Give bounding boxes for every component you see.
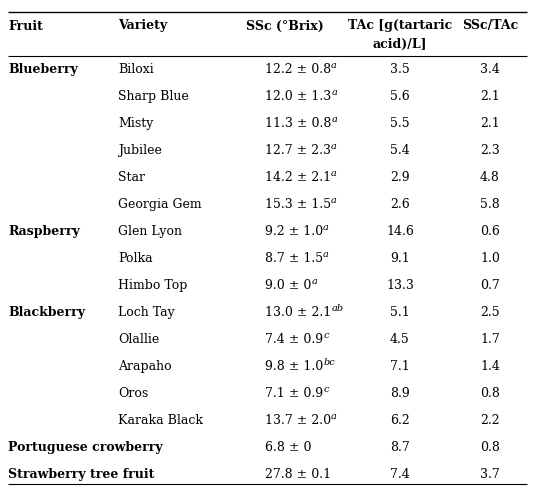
Text: Biloxi: Biloxi — [118, 63, 154, 76]
Text: 0.8: 0.8 — [480, 387, 500, 400]
Text: Arapaho: Arapaho — [118, 360, 172, 373]
Text: 3.5: 3.5 — [390, 63, 410, 76]
Text: a: a — [331, 412, 337, 421]
Text: 5.8: 5.8 — [480, 198, 500, 211]
Text: Georgia Gem: Georgia Gem — [118, 198, 202, 211]
Text: a: a — [331, 88, 337, 97]
Text: 6.2: 6.2 — [390, 414, 410, 427]
Text: Blueberry: Blueberry — [8, 63, 78, 76]
Text: 8.9: 8.9 — [390, 387, 410, 400]
Text: TAc [g(tartaric: TAc [g(tartaric — [348, 20, 452, 32]
Text: 7.1 ± 0.9: 7.1 ± 0.9 — [265, 387, 323, 400]
Text: Jubilee: Jubilee — [118, 144, 162, 157]
Text: 13.3: 13.3 — [386, 279, 414, 292]
Text: Variety: Variety — [118, 20, 167, 32]
Text: Oros: Oros — [118, 387, 148, 400]
Text: 8.7: 8.7 — [390, 441, 410, 454]
Text: Portuguese crowberry: Portuguese crowberry — [8, 441, 163, 454]
Text: 5.6: 5.6 — [390, 90, 410, 103]
Text: 5.5: 5.5 — [390, 117, 410, 130]
Text: 13.7 ± 2.0: 13.7 ± 2.0 — [265, 414, 331, 427]
Text: Blackberry: Blackberry — [8, 306, 85, 319]
Text: c: c — [323, 385, 328, 394]
Text: 1.4: 1.4 — [480, 360, 500, 373]
Text: a: a — [331, 61, 337, 70]
Text: Star: Star — [118, 171, 145, 184]
Text: 7.4 ± 0.9: 7.4 ± 0.9 — [265, 333, 323, 346]
Text: a: a — [311, 277, 317, 286]
Text: 9.2 ± 1.0: 9.2 ± 1.0 — [265, 225, 323, 238]
Text: 2.9: 2.9 — [390, 171, 410, 184]
Text: Himbo Top: Himbo Top — [118, 279, 187, 292]
Text: 8.7 ± 1.5: 8.7 ± 1.5 — [265, 252, 323, 265]
Text: 5.4: 5.4 — [390, 144, 410, 157]
Text: 14.6: 14.6 — [386, 225, 414, 238]
Text: 2.3: 2.3 — [480, 144, 500, 157]
Text: 13.0 ± 2.1: 13.0 ± 2.1 — [265, 306, 331, 319]
Text: 11.3 ± 0.8: 11.3 ± 0.8 — [265, 117, 331, 130]
Text: SSc (°Brix): SSc (°Brix) — [246, 20, 324, 32]
Text: 4.8: 4.8 — [480, 171, 500, 184]
Text: 0.8: 0.8 — [480, 441, 500, 454]
Text: Strawberry tree fruit: Strawberry tree fruit — [8, 468, 155, 481]
Text: 14.2 ± 2.1: 14.2 ± 2.1 — [265, 171, 331, 184]
Text: a: a — [331, 196, 337, 205]
Text: 7.4: 7.4 — [390, 468, 410, 481]
Text: bc: bc — [323, 358, 335, 367]
Text: 27.8 ± 0.1: 27.8 ± 0.1 — [265, 468, 331, 481]
Text: 3.4: 3.4 — [480, 63, 500, 76]
Text: acid)/L]: acid)/L] — [373, 38, 427, 50]
Text: Karaka Black: Karaka Black — [118, 414, 203, 427]
Text: 5.1: 5.1 — [390, 306, 410, 319]
Text: 1.0: 1.0 — [480, 252, 500, 265]
Text: ab: ab — [331, 304, 343, 313]
Text: 9.8 ± 1.0: 9.8 ± 1.0 — [265, 360, 323, 373]
Text: 2.6: 2.6 — [390, 198, 410, 211]
Text: Polka: Polka — [118, 252, 152, 265]
Text: 0.7: 0.7 — [480, 279, 500, 292]
Text: 9.1: 9.1 — [390, 252, 410, 265]
Text: 3.7: 3.7 — [480, 468, 500, 481]
Text: a: a — [331, 115, 337, 124]
Text: 6.8 ± 0: 6.8 ± 0 — [265, 441, 311, 454]
Text: Olallie: Olallie — [118, 333, 159, 346]
Text: 2.1: 2.1 — [480, 90, 500, 103]
Text: 4.5: 4.5 — [390, 333, 410, 346]
Text: 7.1: 7.1 — [390, 360, 410, 373]
Text: a: a — [323, 223, 329, 232]
Text: Misty: Misty — [118, 117, 154, 130]
Text: 2.1: 2.1 — [480, 117, 500, 130]
Text: Fruit: Fruit — [8, 20, 43, 32]
Text: 12.7 ± 2.3: 12.7 ± 2.3 — [265, 144, 331, 157]
Text: 12.0 ± 1.3: 12.0 ± 1.3 — [265, 90, 331, 103]
Text: a: a — [323, 250, 329, 259]
Text: c: c — [323, 331, 328, 340]
Text: 1.7: 1.7 — [480, 333, 500, 346]
Text: a: a — [331, 142, 337, 151]
Text: 15.3 ± 1.5: 15.3 ± 1.5 — [265, 198, 331, 211]
Text: Raspberry: Raspberry — [8, 225, 80, 238]
Text: a: a — [331, 169, 337, 178]
Text: 12.2 ± 0.8: 12.2 ± 0.8 — [265, 63, 331, 76]
Text: 0.6: 0.6 — [480, 225, 500, 238]
Text: 2.5: 2.5 — [480, 306, 500, 319]
Text: SSc/TAc: SSc/TAc — [462, 20, 518, 32]
Text: 2.2: 2.2 — [480, 414, 500, 427]
Text: Loch Tay: Loch Tay — [118, 306, 175, 319]
Text: Glen Lyon: Glen Lyon — [118, 225, 182, 238]
Text: 9.0 ± 0: 9.0 ± 0 — [265, 279, 311, 292]
Text: Sharp Blue: Sharp Blue — [118, 90, 189, 103]
